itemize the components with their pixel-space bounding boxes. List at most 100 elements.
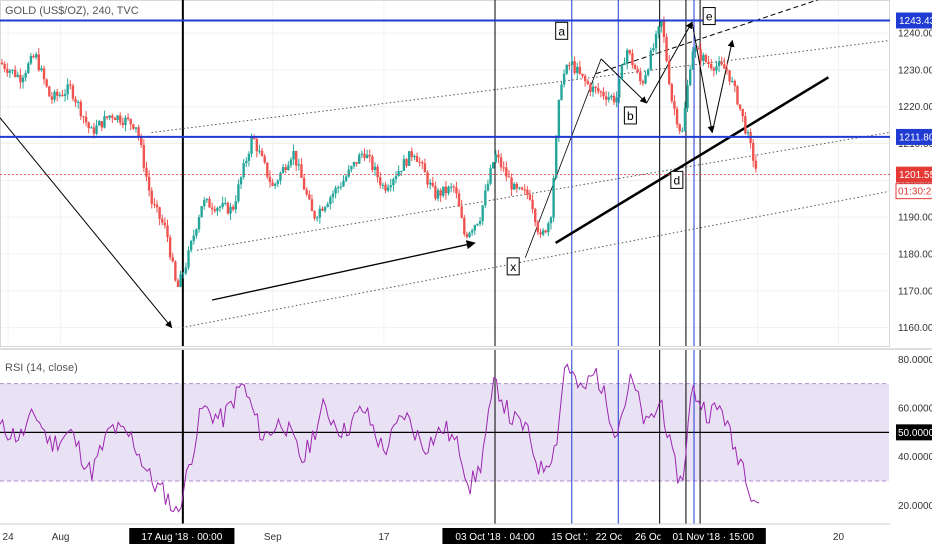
candle-body [520, 187, 524, 190]
decline-arrow [0, 117, 173, 329]
candle-body [568, 64, 571, 66]
candle-body [0, 62, 4, 65]
candle-body [61, 94, 64, 96]
candle-body [618, 78, 621, 98]
candle-body [153, 203, 156, 205]
candle-body [11, 69, 14, 71]
candle-body [245, 160, 248, 164]
candle-body [620, 64, 624, 79]
wave-label-box [702, 7, 716, 26]
candle-body [502, 167, 505, 169]
candle-body [308, 194, 311, 200]
price-grid [0, 0, 889, 346]
candle-body [376, 166, 379, 178]
price-pane-border [0, 0, 890, 347]
candle-body [602, 91, 605, 97]
time-tick-label: Aug [52, 532, 70, 543]
candle-body [654, 33, 658, 49]
candle-body [121, 122, 125, 126]
candle-body [158, 207, 161, 219]
candle-body [696, 48, 700, 50]
candle-body [421, 162, 424, 164]
time-tag [442, 528, 548, 544]
wave-label: x [510, 260, 516, 274]
wave-label: d [674, 173, 681, 187]
time-tag [129, 528, 235, 544]
candle-body [329, 197, 332, 205]
candle-body [741, 108, 744, 117]
candle-body [16, 74, 19, 77]
rsi-tick-label: 60.0000 [898, 404, 932, 415]
candle-body [704, 55, 708, 62]
candle-body [565, 64, 568, 74]
candle-body [402, 159, 406, 171]
candle-body [434, 186, 437, 199]
middle-channel-line [196, 132, 890, 251]
candle-body [145, 167, 148, 177]
candle-body [491, 162, 495, 169]
candle-body [292, 150, 295, 160]
candle-body [386, 187, 390, 191]
candle-body [513, 183, 516, 190]
candle-body [746, 132, 750, 134]
candle-body [652, 48, 655, 51]
candle-body [229, 206, 232, 214]
rising-trendline [554, 76, 830, 245]
candle-body [431, 182, 434, 187]
candle-body [266, 162, 269, 177]
candle-body [578, 66, 582, 74]
candle-body [712, 68, 716, 71]
candle-body [531, 199, 534, 210]
candle-body [410, 151, 413, 158]
lower-channel-line [181, 190, 890, 329]
candle-body [463, 217, 466, 235]
price-tick-label: 1180.00 [898, 249, 932, 260]
candle-body [365, 154, 369, 159]
candle-body [476, 223, 479, 226]
candle-body [717, 61, 721, 67]
candle-body [407, 151, 411, 166]
candle-body [48, 86, 51, 97]
candle-body [683, 107, 687, 131]
candle-body [50, 96, 54, 100]
candle-body [597, 88, 600, 92]
candle-body [45, 79, 48, 87]
candle-body [397, 171, 400, 177]
wave-label: b [627, 109, 634, 123]
candle-body [452, 186, 455, 188]
candle-body [176, 280, 180, 287]
candle-body [21, 77, 25, 83]
price-tick-label: 1190.00 [898, 213, 932, 224]
rsi-mid-tag-label: 50.0000 [898, 428, 932, 439]
candle-body [103, 116, 106, 128]
candle-body [344, 176, 348, 181]
candle-body [549, 217, 553, 224]
candle-body [19, 74, 22, 83]
rsi-title: RSI (14, close) [5, 362, 78, 374]
candle-body [731, 80, 734, 82]
candle-body [505, 167, 508, 177]
candle-body [460, 206, 463, 218]
candle-body [681, 130, 684, 132]
candle-body [702, 55, 705, 61]
candle-body [161, 218, 164, 223]
candle-body [182, 273, 185, 275]
candle-body [355, 162, 358, 164]
candle-body [147, 176, 151, 191]
candle-body [84, 116, 88, 123]
candle-body [334, 187, 337, 194]
candle-body [69, 84, 72, 86]
candle-body [581, 73, 584, 77]
candle-body [37, 54, 40, 71]
candle-body [318, 208, 322, 218]
candle-body [263, 156, 266, 163]
candle-body [239, 177, 243, 185]
dashed-projection [595, 0, 819, 75]
candle-body [715, 66, 718, 71]
candle-body [231, 206, 235, 210]
candle-body [32, 55, 35, 58]
rsi-tick-label: 80.0000 [898, 355, 932, 366]
candle-body [436, 190, 440, 199]
candle-body [744, 116, 747, 134]
